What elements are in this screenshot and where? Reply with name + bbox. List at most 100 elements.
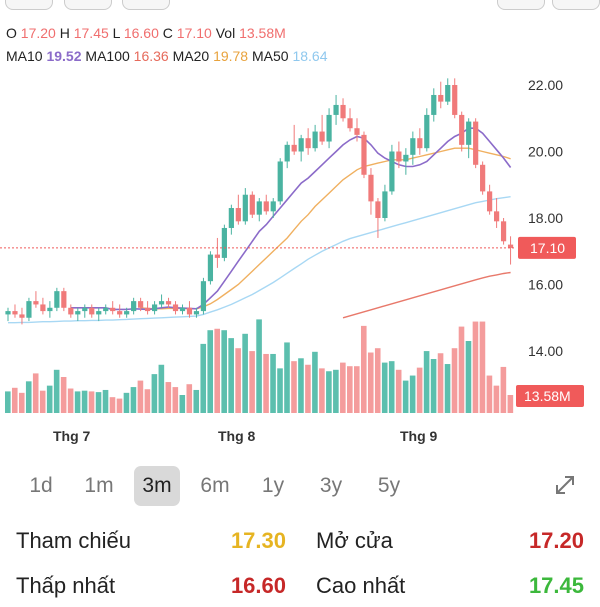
candle-body [207, 254, 214, 282]
volume-bar [214, 328, 220, 413]
volume-bar [388, 361, 395, 413]
volume-bar [95, 392, 102, 413]
candle-body [319, 131, 325, 142]
volume-bar [249, 351, 255, 413]
x-tick-label: Thg 7 [53, 428, 91, 444]
volume-bar [298, 358, 304, 413]
volume-bar [242, 333, 248, 413]
period-5y[interactable]: 5y [377, 474, 401, 497]
volume-bar [179, 395, 186, 413]
volume-bar [500, 366, 507, 413]
y-tick-label: 20.00 [528, 144, 563, 160]
candle-body [68, 307, 74, 315]
candle-body [61, 291, 67, 308]
candle-body [347, 118, 353, 129]
volume-bar [374, 348, 381, 413]
close-value: 17.10 [176, 25, 212, 41]
top-toolbar-edge [0, 0, 600, 10]
candle-body [277, 161, 283, 202]
volume-bar [347, 366, 353, 413]
period-3m[interactable]: 3m [134, 466, 180, 506]
period-3y[interactable]: 3y [319, 474, 343, 497]
candle-body [270, 201, 276, 212]
candle-body [354, 128, 360, 135]
open-price-value: 17.20 [528, 528, 584, 553]
y-tick-label: 22.00 [528, 77, 563, 93]
volume-bar [367, 352, 374, 413]
volume-bar [291, 361, 297, 413]
volume-bar [137, 380, 144, 413]
volume-bar [416, 367, 423, 413]
period-1d[interactable]: 1d [29, 474, 53, 497]
volume-bar [165, 382, 172, 413]
volume-bar [158, 364, 165, 413]
volume-bar [402, 380, 409, 413]
candle-body [54, 291, 60, 308]
volume-bar [277, 368, 283, 413]
toolbar-button-partial[interactable] [497, 0, 545, 10]
ma10-value: 19.52 [46, 48, 82, 64]
candle-body [368, 174, 374, 202]
volume-bar [465, 341, 472, 413]
candle-body [214, 254, 220, 258]
toolbar-button-partial[interactable] [122, 0, 170, 10]
volume-bar [5, 391, 11, 413]
volume-bar [200, 343, 207, 413]
candle-body [312, 131, 318, 149]
x-tick-label: Thg 9 [400, 428, 438, 444]
candle-body [500, 221, 507, 242]
volume-bar [130, 387, 137, 413]
expand-icon[interactable] [552, 472, 578, 498]
volume-bar [25, 381, 32, 413]
candle-body [424, 114, 430, 149]
ma50-label: MA50 [252, 48, 289, 64]
candle-body [235, 208, 241, 222]
volume-bar [312, 351, 318, 413]
toolbar-button-partial[interactable] [5, 0, 53, 10]
candle-body [382, 191, 388, 218]
candle-body [47, 307, 53, 312]
candle-body [284, 144, 290, 162]
toolbar-button-partial[interactable] [64, 0, 112, 10]
candle-body [110, 307, 116, 312]
candle-body [507, 244, 514, 248]
candle-body [221, 227, 227, 258]
period-6m[interactable]: 6m [200, 474, 230, 497]
candle-body [5, 311, 11, 315]
candle-body [131, 301, 137, 312]
volume-bar [60, 377, 67, 413]
ma100-line [342, 271, 511, 319]
candle-body [291, 144, 297, 152]
stat-low: Thấp nhất 16.60 [16, 567, 286, 607]
y-tick-label: 16.00 [528, 277, 563, 293]
candle-body [249, 194, 255, 215]
volume-bar [116, 398, 123, 413]
toolbar-button-partial[interactable] [552, 0, 600, 10]
volume-bar [151, 374, 158, 413]
candle-body [452, 85, 458, 115]
volume-bar [88, 391, 95, 413]
candle-body [89, 307, 95, 315]
candle-body [228, 208, 234, 228]
volume-bar [102, 389, 109, 413]
candle-body [19, 314, 25, 318]
high-label: H [59, 25, 70, 41]
period-1y[interactable]: 1y [261, 474, 285, 497]
period-1m[interactable]: 1m [84, 474, 114, 497]
candle-body [75, 311, 81, 315]
candle-body [158, 301, 165, 305]
period-selector: 1d 1m 3m 6m 1y 3y 5y [12, 466, 418, 506]
candle-body [361, 134, 367, 175]
volume-value: 13.58M [239, 25, 286, 41]
volume-bar [256, 319, 262, 413]
price-chart[interactable]: 22.00 20.00 18.00 16.00 14.00 17.10 13.58M Thg … [0, 70, 600, 450]
ma20-line [140, 147, 511, 310]
candle-body [96, 311, 102, 315]
volume-label: Vol [215, 25, 236, 41]
candle-body [431, 94, 437, 115]
candle-body [389, 151, 395, 192]
ma10-label: MA10 [6, 48, 43, 64]
volume-bar [46, 385, 53, 413]
volume-bar [395, 369, 402, 413]
volume-bar [172, 387, 179, 413]
